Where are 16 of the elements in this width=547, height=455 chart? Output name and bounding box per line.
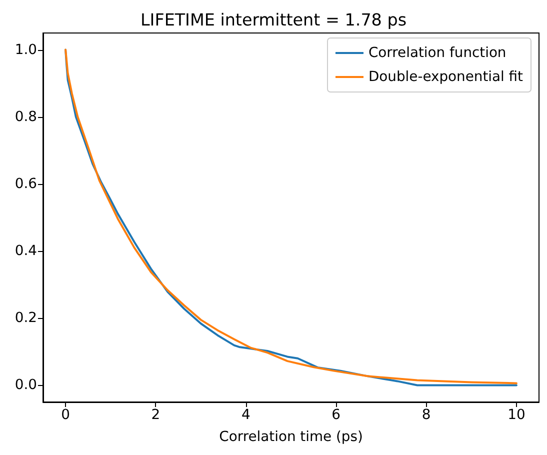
y-tick-label: 1.0	[14, 42, 37, 58]
x-tick-label: 0	[61, 407, 70, 423]
x-tick-label: 2	[151, 407, 160, 423]
chart-title: LIFETIME intermittent = 1.78 ps	[140, 10, 407, 30]
y-tick-label: 0.2	[14, 310, 37, 326]
x-axis-title: Correlation time (ps)	[219, 429, 363, 445]
y-tick-label: 0.0	[14, 377, 37, 394]
legend-label: Double-exponential fit	[368, 69, 524, 85]
x-tick-label: 6	[332, 407, 341, 423]
legend-label: Correlation function	[368, 45, 506, 61]
y-tick-label: 0.6	[14, 176, 37, 192]
x-tick-label: 10	[508, 407, 526, 423]
y-tick-label: 0.8	[14, 108, 37, 125]
y-tick-label: 0.4	[14, 243, 38, 260]
x-tick-label: 4	[241, 407, 250, 423]
x-tick-label: 8	[422, 407, 431, 423]
